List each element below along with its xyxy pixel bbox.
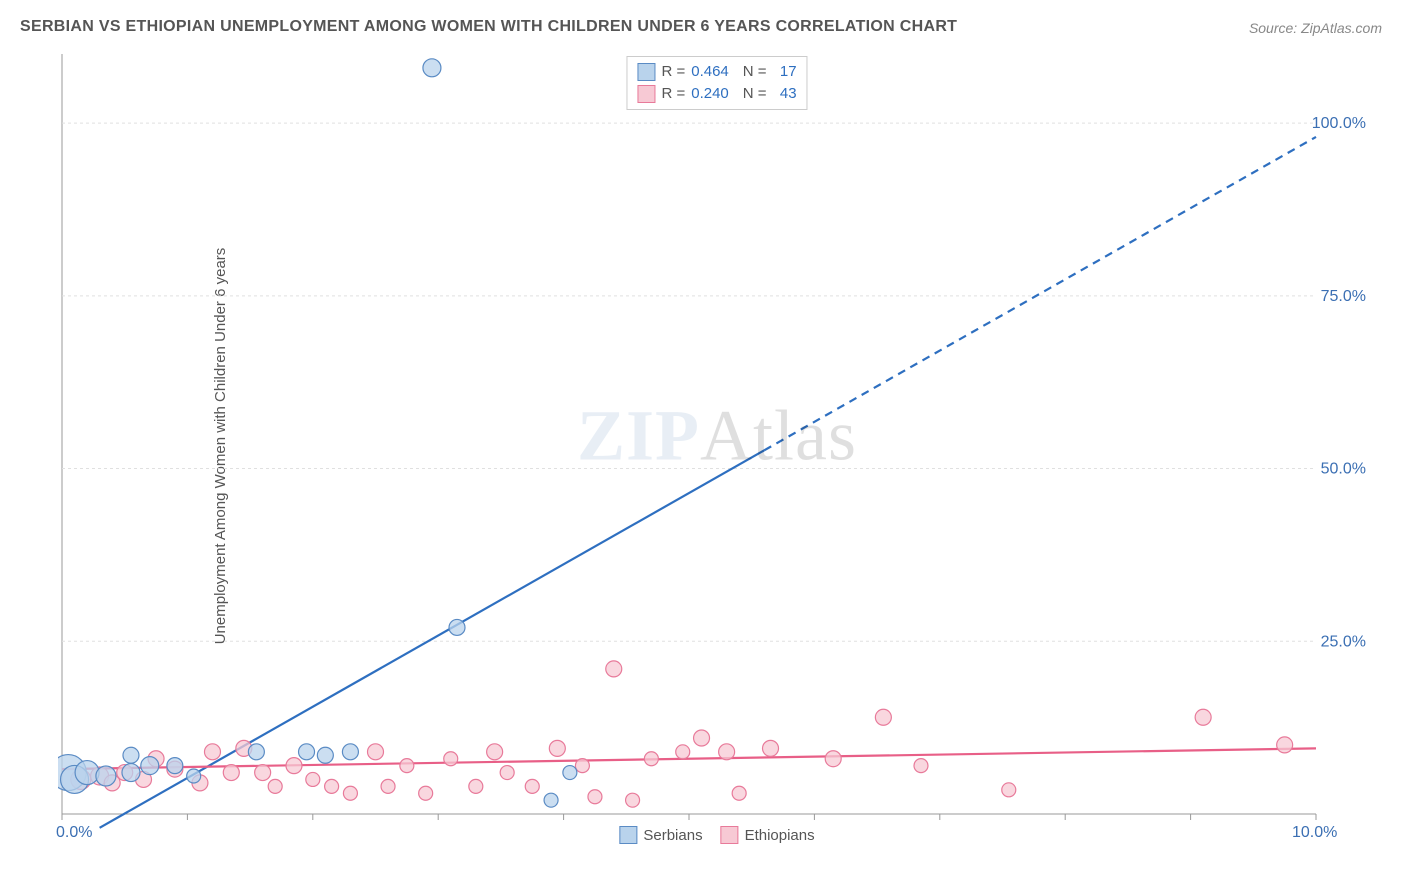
data-point bbox=[763, 740, 779, 756]
data-point bbox=[255, 765, 271, 781]
data-point bbox=[122, 764, 140, 782]
data-point bbox=[676, 745, 690, 759]
plot-area: 25.0%50.0%75.0%100.0% ZIPAtlas R =0.464N… bbox=[58, 50, 1376, 842]
data-point bbox=[342, 744, 358, 760]
data-point bbox=[694, 730, 710, 746]
data-point bbox=[563, 766, 577, 780]
data-point bbox=[123, 747, 139, 763]
data-point bbox=[248, 744, 264, 760]
data-point bbox=[525, 779, 539, 793]
source-attribution: Source: ZipAtlas.com bbox=[1249, 20, 1382, 36]
data-point bbox=[875, 709, 891, 725]
data-point bbox=[187, 769, 201, 783]
data-point bbox=[487, 744, 503, 760]
data-point bbox=[1195, 709, 1211, 725]
data-point bbox=[719, 744, 735, 760]
data-point bbox=[423, 59, 441, 77]
legend-series-item: Serbians bbox=[619, 826, 702, 844]
data-point bbox=[299, 744, 315, 760]
data-point bbox=[268, 779, 282, 793]
data-point bbox=[1002, 783, 1016, 797]
y-tick-label: 75.0% bbox=[1321, 288, 1366, 305]
data-point bbox=[204, 744, 220, 760]
data-point bbox=[96, 766, 116, 786]
data-point bbox=[449, 619, 465, 635]
data-point bbox=[575, 759, 589, 773]
data-point bbox=[325, 779, 339, 793]
legend-series-item: Ethiopians bbox=[721, 826, 815, 844]
data-point bbox=[444, 752, 458, 766]
data-point bbox=[75, 761, 99, 785]
data-point bbox=[606, 661, 622, 677]
chart-title: SERBIAN VS ETHIOPIAN UNEMPLOYMENT AMONG … bbox=[20, 18, 957, 36]
data-point bbox=[500, 766, 514, 780]
data-point bbox=[1277, 737, 1293, 753]
data-point bbox=[141, 757, 159, 775]
scatter-chart: 25.0% 50.0% 75.0% 100.0% bbox=[58, 50, 1376, 842]
data-point bbox=[317, 747, 333, 763]
data-point bbox=[644, 752, 658, 766]
data-point bbox=[343, 786, 357, 800]
data-point bbox=[381, 779, 395, 793]
data-point bbox=[400, 759, 414, 773]
data-point bbox=[306, 772, 320, 786]
y-tick-label: 100.0% bbox=[1312, 115, 1366, 132]
legend-series: Serbians Ethiopians bbox=[619, 826, 814, 844]
data-point bbox=[368, 744, 384, 760]
data-point bbox=[223, 765, 239, 781]
legend-stats: R =0.464N =17R =0.240N =43 bbox=[626, 56, 807, 110]
y-tick-label: 50.0% bbox=[1321, 461, 1366, 478]
data-point bbox=[732, 786, 746, 800]
data-point bbox=[588, 790, 602, 804]
legend-stats-row: R =0.464N =17 bbox=[637, 61, 796, 83]
y-tick-label: 25.0% bbox=[1321, 633, 1366, 650]
legend-stats-row: R =0.240N =43 bbox=[637, 83, 796, 105]
x-axis-min-label: 0.0% bbox=[56, 824, 92, 842]
data-point bbox=[825, 751, 841, 767]
data-point bbox=[419, 786, 433, 800]
data-point bbox=[286, 758, 302, 774]
data-point bbox=[549, 740, 565, 756]
x-axis-max-label: 10.0% bbox=[1292, 824, 1337, 842]
data-point bbox=[544, 793, 558, 807]
data-point bbox=[469, 779, 483, 793]
data-point bbox=[626, 793, 640, 807]
data-point bbox=[914, 759, 928, 773]
data-point bbox=[167, 758, 183, 774]
